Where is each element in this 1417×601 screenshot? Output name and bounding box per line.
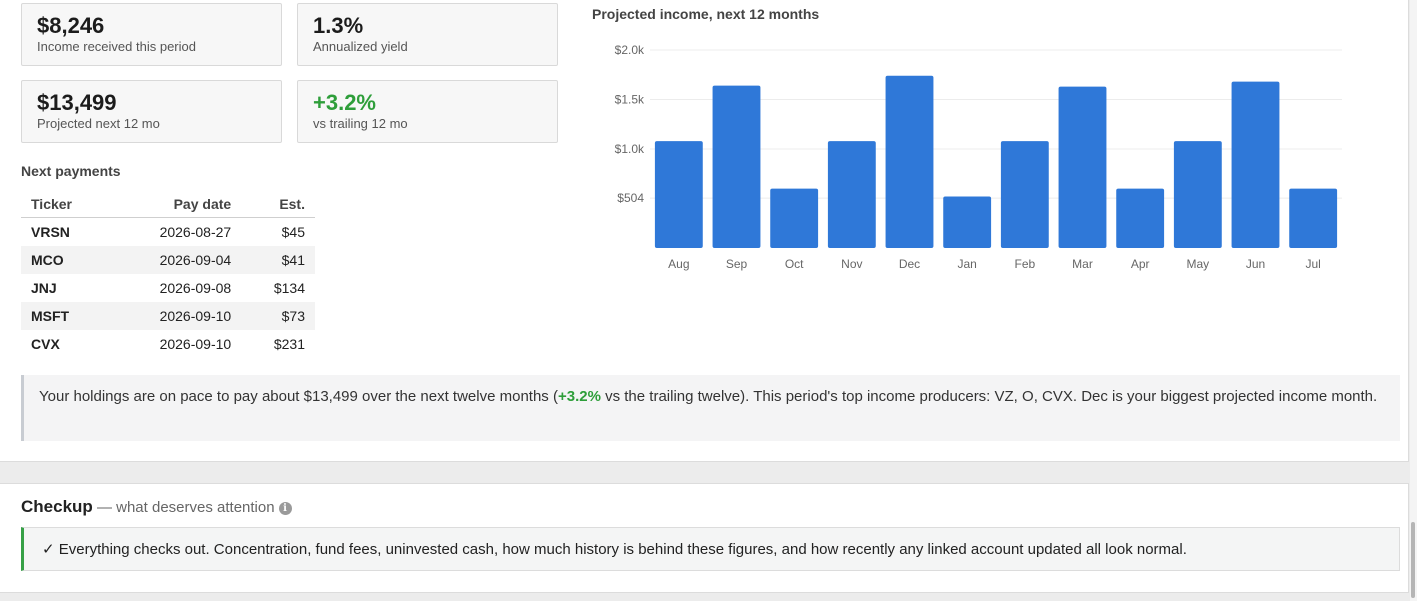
stat-label: Income received this period <box>37 39 281 54</box>
ticker-cell: MSFT <box>21 302 109 330</box>
date-cell: 2026-09-10 <box>109 302 241 330</box>
summary-text-after: vs the trailing twelve). This period's t… <box>601 388 1377 405</box>
x-tick-label: May <box>1186 257 1209 271</box>
date-cell: 2026-09-10 <box>109 330 241 358</box>
bar-aug[interactable] <box>655 141 703 248</box>
est-cell: $41 <box>241 246 315 274</box>
x-tick-label: Jul <box>1305 257 1320 271</box>
y-tick-label: $504 <box>617 191 644 205</box>
ticker-cell: CVX <box>21 330 109 358</box>
projected-income-chart: $504 $1.0k $1.5k $2.0k Aug Sep Oct Nov Dec Jan Feb… <box>590 30 1350 280</box>
col-pay-date[interactable]: Pay date <box>109 190 241 218</box>
stat-label: vs trailing 12 mo <box>313 116 557 131</box>
x-tick-label: Sep <box>726 257 748 271</box>
x-tick-label: Mar <box>1072 257 1093 271</box>
table-row[interactable]: CVX 2026-09-10 $231 <box>21 330 315 358</box>
bar-sep[interactable] <box>713 86 761 248</box>
checkup-title: Checkup <box>21 497 93 516</box>
bar-feb[interactable] <box>1001 141 1049 248</box>
next-payments-title: Next payments <box>21 163 121 179</box>
checkup-header: Checkup — what deserves attention i <box>21 497 292 517</box>
bar-jul[interactable] <box>1289 189 1337 248</box>
summary-text-before: Your holdings are on pace to pay about $… <box>39 388 558 405</box>
x-tick-label: Nov <box>841 257 862 271</box>
est-cell: $134 <box>241 274 315 302</box>
stat-value: $13,499 <box>37 90 281 115</box>
col-est[interactable]: Est. <box>241 190 315 218</box>
chart-title: Projected income, next 12 months <box>592 6 819 22</box>
stat-card-annualized-yield: 1.3% Annualized yield <box>297 3 558 66</box>
bar-jun[interactable] <box>1232 82 1280 248</box>
x-tick-label: Jan <box>957 257 976 271</box>
col-ticker[interactable]: Ticker <box>21 190 109 218</box>
est-cell: $231 <box>241 330 315 358</box>
bar-mar[interactable] <box>1059 87 1107 248</box>
stat-label: Projected next 12 mo <box>37 116 281 131</box>
stat-value: +3.2% <box>313 90 557 115</box>
stat-card-income-received: $8,246 Income received this period <box>21 3 282 66</box>
ticker-cell: VRSN <box>21 218 109 247</box>
stat-value: $8,246 <box>37 13 281 38</box>
table-row[interactable]: VRSN 2026-08-27 $45 <box>21 218 315 247</box>
stat-card-projected: $13,499 Projected next 12 mo <box>21 80 282 143</box>
table-header-row: Ticker Pay date Est. <box>21 190 315 218</box>
y-tick-label: $1.0k <box>615 142 645 156</box>
y-tick-label: $1.5k <box>615 93 645 107</box>
checkup-subtitle: — what deserves attention <box>93 499 275 516</box>
bar-nov[interactable] <box>828 141 876 248</box>
bar-dec[interactable] <box>886 76 934 248</box>
y-tick-label: $2.0k <box>615 43 645 57</box>
date-cell: 2026-09-08 <box>109 274 241 302</box>
scrollbar-track[interactable] <box>1410 0 1417 601</box>
table-row[interactable]: JNJ 2026-09-08 $134 <box>21 274 315 302</box>
x-tick-label: Apr <box>1131 257 1150 271</box>
bar-oct[interactable] <box>770 189 818 248</box>
bar-jan[interactable] <box>943 197 991 248</box>
est-cell: $45 <box>241 218 315 247</box>
summary-note: Your holdings are on pace to pay about $… <box>21 375 1400 441</box>
next-payments-table: Ticker Pay date Est. VRSN 2026-08-27 $45… <box>21 190 315 358</box>
checkup-status-message: ✓ Everything checks out. Concentration, … <box>21 527 1400 571</box>
x-tick-label: Dec <box>899 257 920 271</box>
x-tick-label: Oct <box>785 257 804 271</box>
table-row[interactable]: MCO 2026-09-04 $41 <box>21 246 315 274</box>
bar-may[interactable] <box>1174 141 1222 248</box>
table-row[interactable]: MSFT 2026-09-10 $73 <box>21 302 315 330</box>
x-tick-label: Jun <box>1246 257 1265 271</box>
stat-value: 1.3% <box>313 13 557 38</box>
x-tick-label: Feb <box>1014 257 1035 271</box>
ticker-cell: JNJ <box>21 274 109 302</box>
date-cell: 2026-09-04 <box>109 246 241 274</box>
x-tick-label: Aug <box>668 257 689 271</box>
stat-label: Annualized yield <box>313 39 557 54</box>
ticker-cell: MCO <box>21 246 109 274</box>
date-cell: 2026-08-27 <box>109 218 241 247</box>
summary-highlight: +3.2% <box>558 388 601 405</box>
info-icon[interactable]: i <box>279 502 292 515</box>
bar-apr[interactable] <box>1116 189 1164 248</box>
est-cell: $73 <box>241 302 315 330</box>
stat-card-vs-trailing: +3.2% vs trailing 12 mo <box>297 80 558 143</box>
scrollbar-thumb[interactable] <box>1411 522 1415 598</box>
